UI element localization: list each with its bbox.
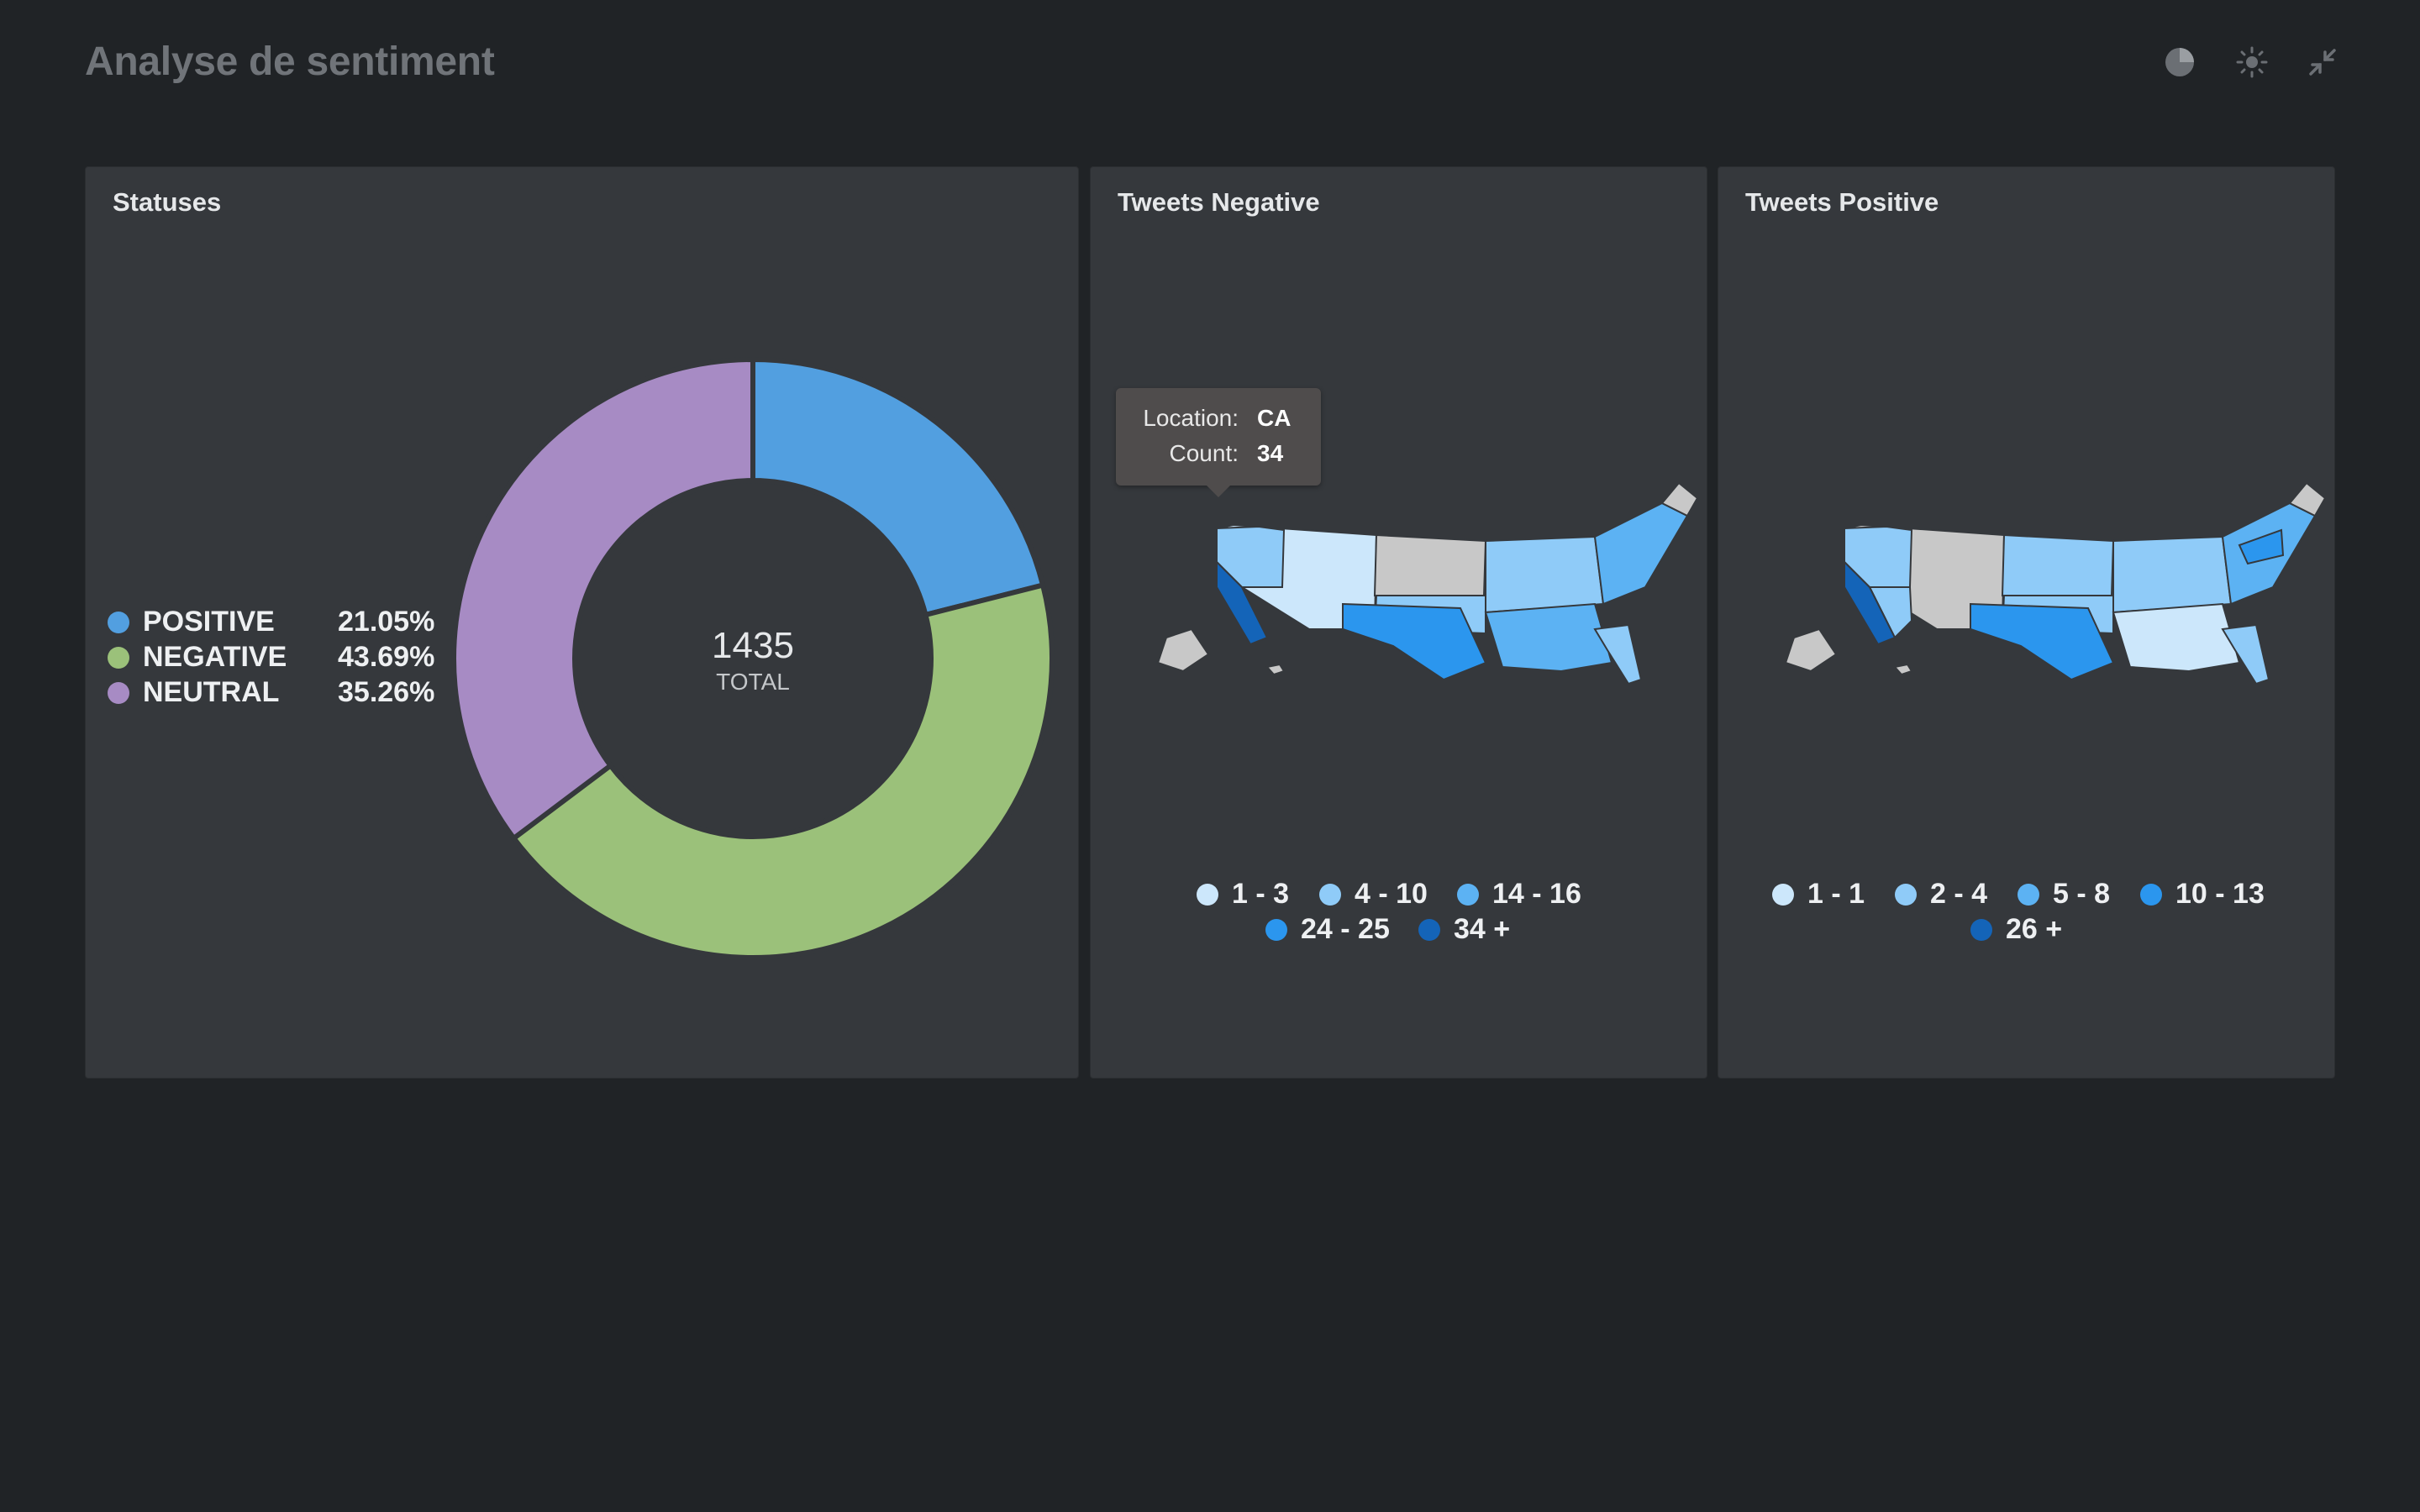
us-map-negative[interactable] [1091, 335, 1708, 688]
statuses-card: Statuses POSITIVE 21.05% NEGATIVE 43.69%… [85, 166, 1079, 1079]
tooltip-location-value: CA [1257, 405, 1292, 431]
legend-dot [1457, 884, 1479, 906]
card-title: Tweets Positive [1745, 187, 1939, 217]
card-title: Tweets Negative [1118, 187, 1320, 217]
legend-label: 5 - 8 [2053, 878, 2111, 910]
legend-percent: 35.26% [338, 676, 435, 708]
map-tooltip: Location: CA Count: 34 [1116, 388, 1321, 497]
legend-dot [2140, 884, 2162, 906]
map-region-california [1844, 559, 1897, 646]
pie-chart-icon[interactable] [2161, 44, 2198, 81]
tweets-positive-card: Tweets Positive 1 - 1 2 - 4 5 - 8 10 - 1… [1718, 166, 2335, 1079]
legend-label: 1 - 3 [1232, 878, 1290, 910]
legend-label: 24 - 25 [1301, 913, 1390, 945]
map-region-florida [2221, 623, 2270, 685]
donut-slice-negative[interactable] [510, 581, 1055, 960]
legend-label: 26 + [2006, 913, 2063, 945]
tooltip-count-key: Count: [1169, 440, 1239, 466]
legend-dot [108, 647, 129, 669]
map-region-northeast [1593, 501, 1689, 606]
legend-dot [108, 612, 129, 633]
legend-percent: 43.69% [338, 641, 435, 673]
legend-label: 4 - 10 [1355, 878, 1428, 910]
donut-total-value: 1435 [712, 625, 794, 666]
map-region-florida [1593, 623, 1643, 685]
legend-label: NEGATIVE [143, 641, 287, 673]
legend-label: 14 - 16 [1492, 878, 1581, 910]
legend-percent: 21.05% [338, 606, 435, 638]
card-title: Statuses [113, 187, 222, 217]
map-region-new-england [1660, 481, 1699, 517]
legend-dot [1197, 884, 1218, 906]
sun-icon[interactable] [2233, 44, 2270, 81]
donut-slice-neutral[interactable] [451, 356, 755, 843]
map-region-midwest [1485, 535, 1605, 614]
legend-dot [108, 682, 129, 704]
tweets-negative-card: Tweets Negative 1 - 3 4 - 10 14 - 16 24 … [1090, 166, 1707, 1079]
donut-slice-positive[interactable] [750, 356, 1046, 618]
map-region-south [2112, 602, 2241, 673]
map-region-new-england [2288, 481, 2327, 517]
map-region-alaska [1156, 627, 1210, 673]
legend-label: 34 + [1454, 913, 1511, 945]
legend-label: 2 - 4 [1930, 878, 1988, 910]
tooltip-location-key: Location: [1143, 405, 1239, 431]
legend-dot [1970, 919, 1992, 941]
legend-dot [2018, 884, 2039, 906]
map-region-great-plains [2001, 533, 2115, 596]
legend-dot [1772, 884, 1794, 906]
donut-total-label: TOTAL [716, 669, 790, 695]
map-region-south [1484, 602, 1613, 673]
legend-label: NEUTRAL [143, 676, 280, 708]
map-region-hawaii [1265, 663, 1286, 676]
page-title: Analyse de sentiment [85, 39, 495, 84]
map-region-new-york [2238, 528, 2285, 565]
map-region-hawaii [1893, 663, 1913, 676]
legend-dot [1895, 884, 1917, 906]
legend-dot [1265, 919, 1287, 941]
donut-chart: 1435 TOTAL [451, 356, 1055, 960]
map-region-texas [1342, 602, 1487, 681]
legend-label: 1 - 1 [1807, 878, 1865, 910]
map-region-alaska [1784, 627, 1838, 673]
map-region-california [1216, 559, 1269, 646]
legend-label: POSITIVE [143, 606, 275, 638]
legend-dot [1319, 884, 1341, 906]
tooltip-count-value: 34 [1257, 440, 1284, 466]
map-region-great-plains [1373, 533, 1487, 596]
legend-label: 10 - 13 [2175, 878, 2265, 910]
legend-dot [1418, 919, 1440, 941]
collapse-icon[interactable] [2304, 44, 2341, 81]
map-region-midwest [2112, 535, 2233, 614]
us-map-positive[interactable] [1718, 335, 2336, 688]
map-region-texas [1970, 602, 2115, 681]
